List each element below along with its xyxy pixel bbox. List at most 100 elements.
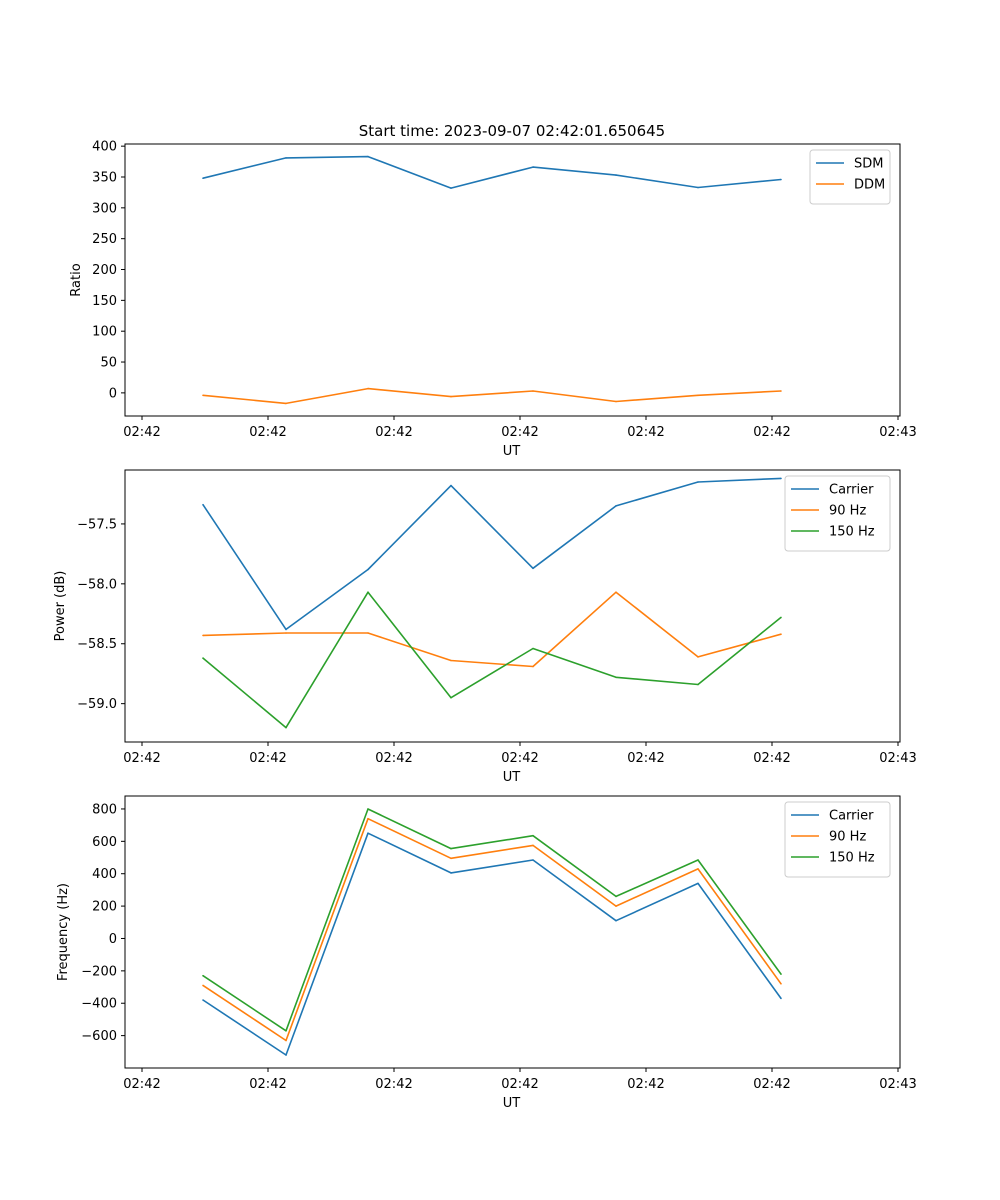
x-tick-label: 02:42: [375, 425, 412, 440]
y-axis-label: Frequency (Hz): [56, 883, 71, 981]
legend-box: [784, 801, 891, 878]
data-point: [367, 155, 369, 158]
x-tick-label: 02:42: [501, 751, 538, 766]
chart-panel-3: 02:42 02:42 02:42 02:42 02:42 02:42 02:43 −600 −…: [56, 795, 917, 1111]
x-axis-label: UT: [503, 444, 521, 459]
y-tick-label: 400: [92, 140, 117, 155]
x-tick-label: 02:42: [123, 751, 160, 766]
data-point: [367, 832, 369, 834]
y-tick-label: 250: [92, 232, 117, 247]
x-tick-label: 02:42: [501, 425, 538, 440]
data-point: [202, 974, 204, 977]
chart-panel-2: 02:42 02:42 02:42 02:42 02:42 02:42 02:43 −59.0…: [53, 469, 917, 785]
data-point: [450, 857, 452, 860]
data-point: [450, 847, 452, 850]
data-point: [202, 999, 204, 1001]
chart-panels: 02:42 02:42 02:42 02:42 02:42 02:42 02:43 0 50 10…: [53, 140, 917, 1111]
legend-label: 90 Hz: [829, 830, 866, 845]
data-point: [532, 567, 534, 570]
data-point: [780, 178, 782, 181]
data-point: [532, 166, 534, 168]
data-point: [285, 1039, 287, 1042]
data-point: [532, 665, 534, 668]
data-point: [532, 647, 534, 650]
data-point: [532, 844, 534, 847]
data-point: [450, 187, 452, 189]
data-point: [615, 919, 617, 922]
data-point: [615, 505, 617, 507]
y-axis-label: Power (dB): [53, 571, 68, 642]
x-tick-label: 02:43: [879, 751, 916, 766]
data-point: [697, 882, 699, 885]
data-point: [367, 808, 369, 810]
data-point: [450, 395, 452, 398]
data-point: [367, 387, 369, 390]
series-line-90-hz: [202, 817, 782, 1042]
data-point: [532, 834, 534, 837]
series-line-150-hz: [202, 591, 782, 729]
legend-label: DDM: [854, 178, 885, 193]
data-point: [450, 484, 452, 487]
x-tick-label: 02:42: [249, 751, 286, 766]
chart-title: Start time: 2023-09-07 02:42:01.650645: [359, 122, 665, 140]
y-tick-label: 0: [109, 932, 117, 947]
data-point: [285, 157, 287, 159]
y-axis-label: Ratio: [69, 263, 84, 296]
x-axis-label: UT: [503, 1096, 521, 1111]
data-point: [202, 657, 204, 659]
data-point: [780, 973, 782, 975]
y-tick-label: 800: [92, 802, 117, 817]
data-point: [202, 984, 204, 987]
x-tick-label: 02:42: [249, 425, 286, 440]
data-point: [202, 634, 204, 637]
data-point: [285, 402, 287, 405]
x-tick-label: 02:43: [879, 425, 916, 440]
y-tick-label: 100: [92, 325, 117, 340]
data-point: [697, 394, 699, 397]
data-point: [202, 394, 204, 397]
legend-box: [784, 475, 891, 552]
legend-label: 150 Hz: [829, 851, 875, 866]
data-point: [697, 868, 699, 870]
x-tick-label: 02:42: [627, 425, 664, 440]
data-point: [285, 628, 287, 631]
axes-frame: [124, 143, 901, 417]
data-point: [615, 676, 617, 679]
x-tick-label: 02:42: [627, 751, 664, 766]
series-line-carrier: [202, 477, 782, 631]
y-tick-label: −58.0: [77, 577, 117, 592]
y-tick-label: 50: [100, 356, 117, 371]
data-point: [367, 817, 369, 820]
series-line-ddm: [202, 387, 782, 405]
x-tick-label: 02:42: [375, 1077, 412, 1092]
legend-label: Carrier: [829, 809, 874, 824]
y-tick-label: 300: [92, 201, 117, 216]
data-point: [780, 983, 782, 985]
data-point: [615, 905, 617, 907]
data-point: [367, 591, 369, 593]
y-tick-label: −600: [81, 1029, 117, 1044]
data-point: [285, 632, 287, 634]
y-tick-label: −59.0: [77, 697, 117, 712]
data-point: [780, 616, 782, 619]
y-tick-label: 600: [92, 835, 117, 850]
data-point: [450, 659, 452, 662]
y-tick-label: 200: [92, 900, 117, 915]
data-point: [202, 503, 204, 506]
x-tick-label: 02:42: [123, 1077, 160, 1092]
data-point: [367, 632, 369, 634]
data-point: [615, 895, 617, 898]
legend: Carrier 90 Hz 150 Hz: [784, 475, 891, 552]
data-point: [367, 568, 369, 571]
data-point: [697, 859, 699, 861]
data-point: [697, 683, 699, 686]
legend: SDM DDM: [809, 149, 891, 205]
series-line-sdm: [202, 155, 782, 189]
data-point: [532, 390, 534, 392]
y-tick-label: 200: [92, 263, 117, 278]
legend-label: 90 Hz: [829, 504, 866, 519]
data-point: [532, 859, 534, 861]
data-point: [615, 591, 617, 593]
series-line-carrier: [202, 832, 782, 1056]
